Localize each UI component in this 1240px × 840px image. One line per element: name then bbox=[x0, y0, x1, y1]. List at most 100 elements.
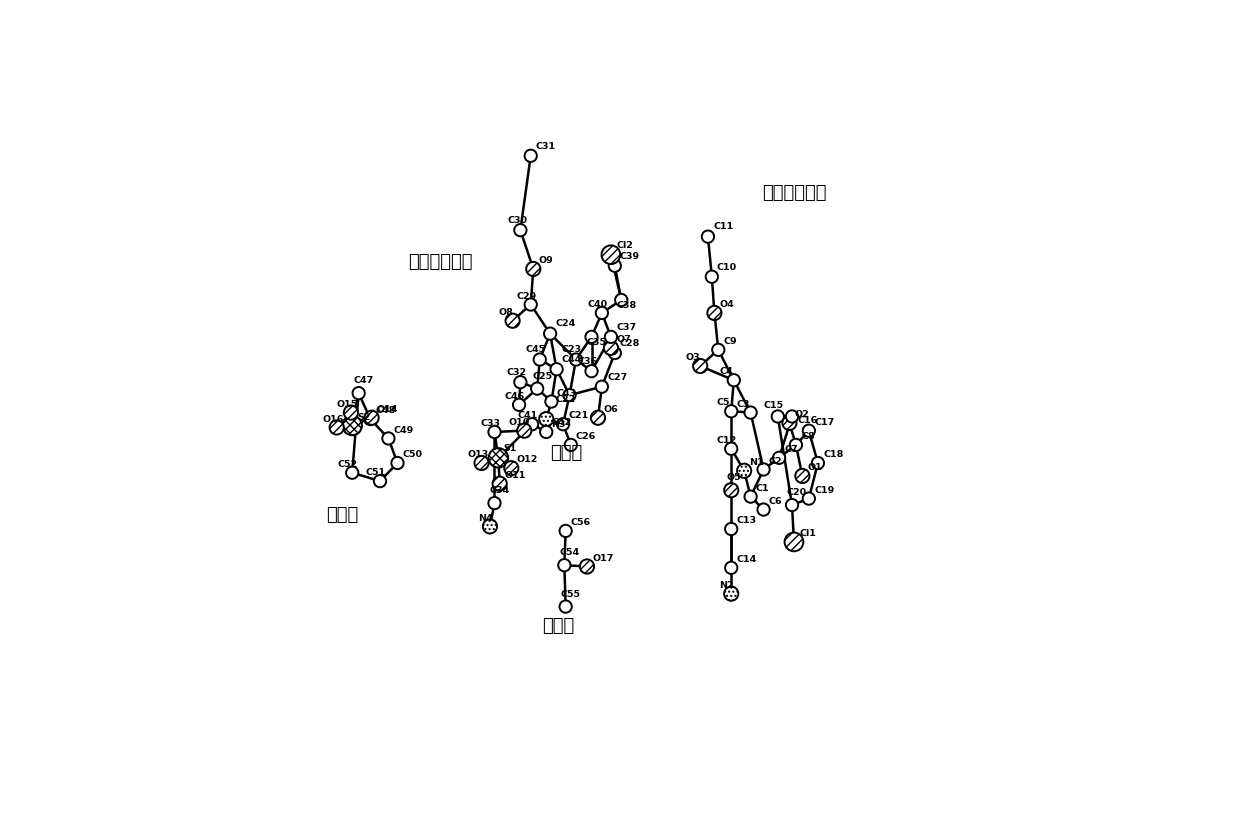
Circle shape bbox=[706, 270, 718, 283]
Circle shape bbox=[515, 224, 527, 236]
Circle shape bbox=[541, 426, 552, 438]
Circle shape bbox=[601, 245, 620, 264]
Circle shape bbox=[725, 522, 738, 535]
Circle shape bbox=[758, 503, 770, 516]
Text: C26: C26 bbox=[577, 432, 596, 441]
Text: C5: C5 bbox=[717, 398, 730, 407]
Text: C3: C3 bbox=[737, 400, 750, 409]
Text: C22: C22 bbox=[556, 395, 575, 404]
Text: 左旋氨氯地平: 左旋氨氯地平 bbox=[761, 184, 826, 202]
Circle shape bbox=[558, 559, 570, 571]
Circle shape bbox=[595, 381, 608, 393]
Circle shape bbox=[539, 412, 553, 426]
Circle shape bbox=[557, 418, 569, 430]
Circle shape bbox=[604, 341, 618, 355]
Text: C56: C56 bbox=[570, 518, 591, 527]
Circle shape bbox=[559, 601, 572, 612]
Circle shape bbox=[790, 438, 802, 451]
Circle shape bbox=[343, 406, 358, 420]
Circle shape bbox=[517, 423, 532, 438]
Circle shape bbox=[725, 405, 738, 417]
Text: C47: C47 bbox=[353, 376, 373, 386]
Circle shape bbox=[609, 260, 621, 272]
Circle shape bbox=[707, 306, 722, 320]
Circle shape bbox=[330, 420, 343, 434]
Text: 左旋氨氯地平: 左旋氨氯地平 bbox=[408, 254, 472, 271]
Circle shape bbox=[559, 525, 572, 537]
Circle shape bbox=[725, 562, 738, 574]
Text: C17: C17 bbox=[813, 417, 835, 427]
Circle shape bbox=[526, 262, 541, 276]
Circle shape bbox=[489, 497, 501, 509]
Circle shape bbox=[526, 418, 538, 430]
Circle shape bbox=[605, 331, 618, 343]
Text: C19: C19 bbox=[813, 486, 835, 495]
Circle shape bbox=[546, 396, 558, 407]
Text: C34: C34 bbox=[490, 486, 510, 496]
Text: C29: C29 bbox=[517, 291, 537, 301]
Circle shape bbox=[525, 150, 537, 162]
Text: N1: N1 bbox=[749, 458, 764, 467]
Circle shape bbox=[812, 457, 825, 470]
Text: O17: O17 bbox=[593, 554, 614, 563]
Text: C44: C44 bbox=[562, 355, 582, 364]
Circle shape bbox=[595, 307, 608, 319]
Text: O13: O13 bbox=[467, 450, 489, 459]
Circle shape bbox=[737, 464, 751, 478]
Text: N3: N3 bbox=[552, 420, 565, 429]
Text: O8: O8 bbox=[498, 307, 513, 317]
Circle shape bbox=[505, 461, 518, 475]
Text: O16: O16 bbox=[322, 415, 343, 423]
Text: C38: C38 bbox=[616, 302, 636, 310]
Text: 异丙醇: 异丙醇 bbox=[542, 617, 574, 635]
Circle shape bbox=[585, 365, 598, 377]
Circle shape bbox=[591, 411, 605, 425]
Text: S2: S2 bbox=[357, 412, 371, 422]
Circle shape bbox=[702, 230, 714, 243]
Circle shape bbox=[802, 492, 815, 505]
Text: O6: O6 bbox=[603, 405, 618, 414]
Text: C31: C31 bbox=[536, 142, 556, 150]
Circle shape bbox=[724, 586, 738, 601]
Circle shape bbox=[693, 359, 707, 373]
Circle shape bbox=[515, 376, 527, 388]
Text: C43: C43 bbox=[557, 389, 577, 397]
Text: C46: C46 bbox=[505, 392, 525, 401]
Circle shape bbox=[802, 424, 815, 437]
Circle shape bbox=[365, 413, 377, 425]
Circle shape bbox=[785, 533, 804, 551]
Text: C1: C1 bbox=[756, 484, 770, 493]
Text: C52: C52 bbox=[339, 459, 358, 469]
Circle shape bbox=[795, 469, 810, 483]
Text: C14: C14 bbox=[737, 555, 756, 564]
Circle shape bbox=[346, 466, 358, 479]
Text: C28: C28 bbox=[620, 339, 640, 348]
Text: C50: C50 bbox=[403, 450, 423, 459]
Text: C21: C21 bbox=[568, 412, 589, 420]
Circle shape bbox=[563, 389, 575, 402]
Circle shape bbox=[786, 410, 799, 423]
Text: S1: S1 bbox=[503, 444, 517, 453]
Circle shape bbox=[513, 399, 526, 411]
Text: O3: O3 bbox=[686, 353, 701, 362]
Circle shape bbox=[786, 499, 799, 512]
Circle shape bbox=[382, 433, 394, 444]
Text: O5: O5 bbox=[727, 474, 740, 482]
Text: O1: O1 bbox=[807, 463, 822, 472]
Circle shape bbox=[352, 387, 365, 399]
Circle shape bbox=[525, 298, 537, 311]
Circle shape bbox=[615, 294, 627, 306]
Text: C36: C36 bbox=[578, 357, 598, 366]
Text: Cl2: Cl2 bbox=[616, 240, 632, 249]
Text: O9: O9 bbox=[538, 256, 553, 265]
Circle shape bbox=[771, 410, 784, 423]
Text: O10: O10 bbox=[508, 417, 529, 427]
Text: C15: C15 bbox=[764, 401, 784, 410]
Text: C20: C20 bbox=[787, 488, 807, 497]
Circle shape bbox=[744, 407, 756, 418]
Circle shape bbox=[585, 331, 598, 343]
Text: C55: C55 bbox=[560, 590, 580, 599]
Text: C12: C12 bbox=[717, 436, 738, 445]
Circle shape bbox=[374, 475, 386, 487]
Text: C4: C4 bbox=[719, 367, 733, 376]
